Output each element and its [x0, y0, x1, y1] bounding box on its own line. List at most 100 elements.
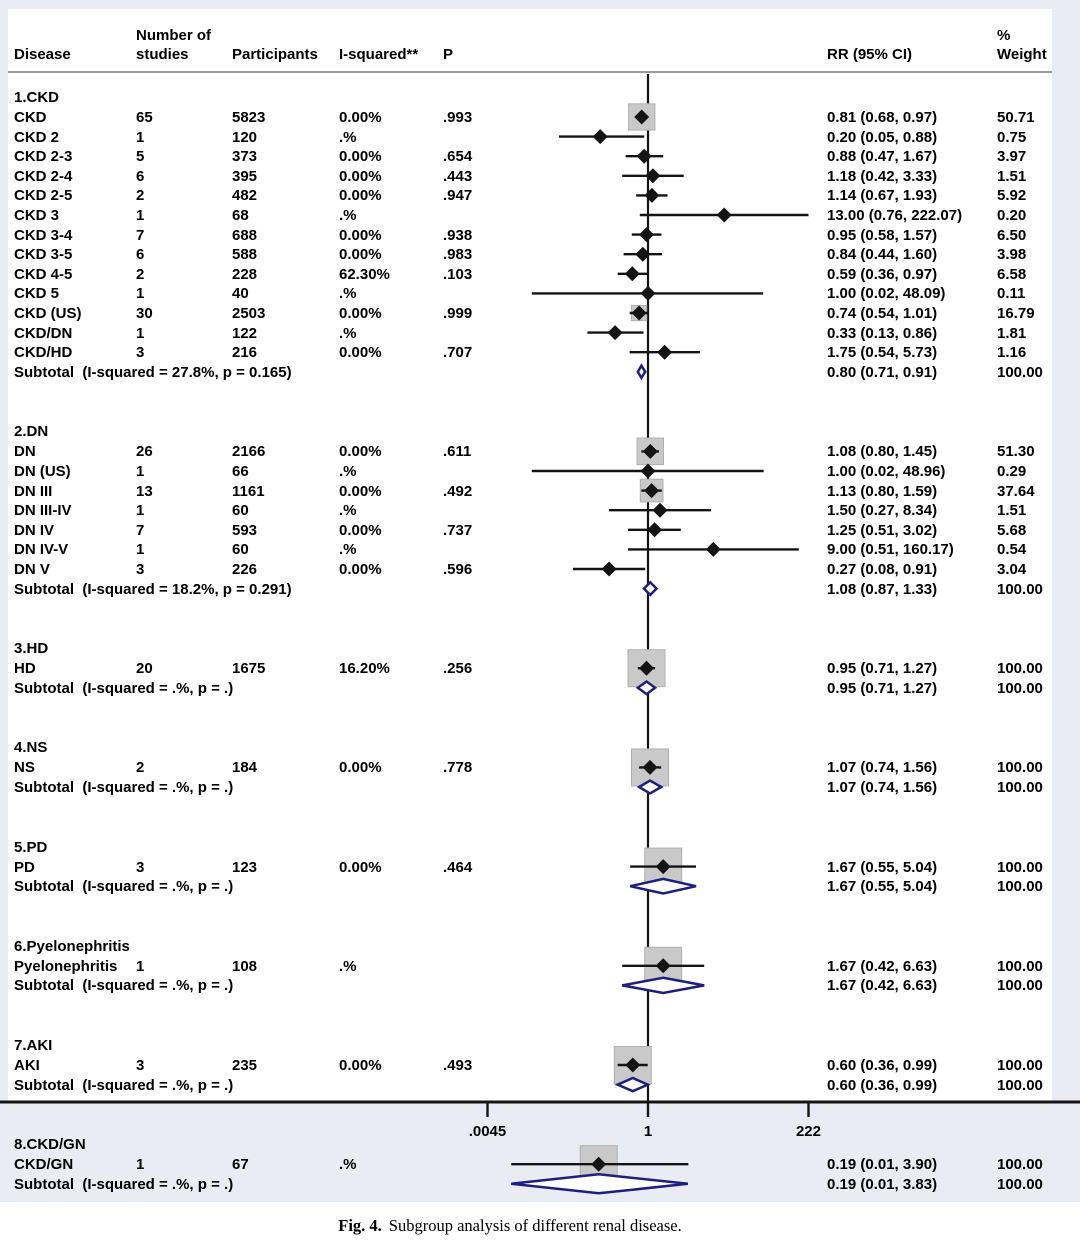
weight-cell: 100.00 — [997, 660, 1043, 678]
subtotal-weight-cell: 100.00 — [997, 1076, 1043, 1094]
subtotal-label: Subtotal (I-squared = .%, p = .) — [14, 1076, 234, 1094]
subtotal-label: Subtotal (I-squared = 18.2%, p = 0.291) — [14, 580, 292, 598]
subtotal-label: Subtotal (I-squared = .%, p = .) — [14, 878, 234, 896]
disease-cell: DN IV-V — [14, 541, 69, 559]
i-squared-cell: .% — [339, 324, 357, 342]
weight-cell: 100.00 — [997, 1156, 1043, 1174]
p-value-cell: .256 — [443, 660, 473, 678]
p-value-cell: .938 — [443, 226, 473, 244]
subtotal-label: Subtotal (I-squared = .%, p = .) — [14, 779, 234, 796]
disease-cell: CKD 3 — [14, 207, 60, 224]
subtotal-rr-ci-cell: 1.67 (0.42, 6.63) — [827, 977, 938, 995]
header-separator-line — [8, 71, 1052, 73]
p-value-cell: .983 — [443, 246, 473, 264]
studies-cell: 7 — [136, 521, 145, 539]
weight-cell: 3.04 — [997, 561, 1027, 578]
rr-ci-cell: 9.00 (0.51, 160.17) — [827, 541, 954, 559]
disease-cell: CKD (US) — [14, 305, 82, 322]
group-label: 6.Pyelonephritis — [14, 937, 130, 955]
weight-cell: 1.16 — [997, 344, 1027, 362]
subtotal-weight-cell: 100.00 — [997, 977, 1043, 995]
i-squared-cell: 0.00% — [339, 561, 382, 578]
studies-cell: 1 — [136, 957, 145, 975]
participants-cell: 588 — [232, 246, 258, 264]
participants-cell: 60 — [232, 502, 249, 520]
participants-cell: 395 — [232, 167, 258, 185]
p-value-cell: .443 — [443, 167, 473, 185]
rr-ci-cell: 0.84 (0.44, 1.60) — [827, 246, 938, 264]
participants-cell: 235 — [232, 1057, 258, 1074]
subtotal-rr-ci-cell: 0.80 (0.71, 0.91) — [827, 363, 938, 381]
studies-cell: 2 — [136, 187, 145, 205]
rr-ci-cell: 1.67 (0.42, 6.63) — [827, 957, 938, 975]
i-squared-cell: .% — [339, 207, 357, 224]
subtotal-weight-cell: 100.00 — [997, 679, 1043, 697]
disease-cell: CKD 5 — [14, 285, 60, 303]
disease-cell: DN III-IV — [14, 502, 72, 520]
rr-ci-cell: 1.14 (0.67, 1.93) — [827, 187, 938, 205]
rr-ci-cell: 0.95 (0.71, 1.27) — [827, 660, 938, 678]
p-value-cell: .737 — [443, 521, 473, 539]
col-header-participants: Participants — [232, 46, 318, 63]
disease-cell: CKD 2-5 — [14, 187, 73, 205]
disease-cell: CKD 4-5 — [14, 265, 73, 283]
p-value-cell: .707 — [443, 344, 473, 362]
subtotal-rr-ci-cell: 1.08 (0.87, 1.33) — [827, 580, 938, 598]
subtotal-weight-cell: 100.00 — [997, 779, 1043, 796]
i-squared-cell: 0.00% — [339, 1057, 382, 1074]
weight-cell: 0.54 — [997, 541, 1027, 559]
p-value-cell: .654 — [443, 148, 473, 166]
caption-text: Subgroup analysis of different renal dis… — [388, 1216, 682, 1235]
group-label: 2.DN — [14, 423, 49, 441]
participants-cell: 184 — [232, 759, 258, 777]
i-squared-cell: 0.00% — [339, 759, 382, 777]
subtotal-label: Subtotal (I-squared = .%, p = .) — [14, 1175, 234, 1193]
p-value-cell: .464 — [443, 858, 473, 876]
rr-ci-cell: 0.88 (0.47, 1.67) — [827, 148, 938, 166]
disease-cell: DN — [14, 443, 36, 461]
participants-cell: 1675 — [232, 660, 266, 678]
i-squared-cell: 0.00% — [339, 226, 382, 244]
subtotal-label: Subtotal (I-squared = .%, p = .) — [14, 679, 234, 697]
subtotal-weight-cell: 100.00 — [997, 878, 1043, 896]
weight-cell: 16.79 — [997, 305, 1035, 322]
subtotal-rr-ci-cell: 0.95 (0.71, 1.27) — [827, 679, 938, 697]
i-squared-cell: 0.00% — [339, 246, 382, 264]
rr-ci-cell: 1.50 (0.27, 8.34) — [827, 502, 938, 520]
rr-ci-cell: 1.08 (0.80, 1.45) — [827, 443, 938, 461]
participants-cell: 108 — [232, 957, 258, 975]
studies-cell: 1 — [136, 1156, 145, 1174]
participants-cell: 228 — [232, 265, 258, 283]
disease-cell: CKD 3-5 — [14, 246, 73, 264]
col-header-weight-line2: Weight — [997, 46, 1047, 63]
studies-cell: 13 — [136, 482, 153, 500]
participants-cell: 1161 — [232, 482, 265, 500]
participants-cell: 67 — [232, 1156, 249, 1174]
weight-cell: 5.92 — [997, 187, 1027, 205]
studies-cell: 6 — [136, 167, 145, 185]
weight-cell: 6.50 — [997, 226, 1027, 244]
p-value-cell: .611 — [443, 443, 472, 461]
col-header-studies-line1: Number of — [136, 27, 211, 44]
studies-cell: 20 — [136, 660, 153, 678]
plot-background — [8, 9, 1052, 1102]
studies-cell: 1 — [136, 285, 145, 303]
rr-ci-cell: 0.27 (0.08, 0.91) — [827, 561, 938, 578]
i-squared-cell: 0.00% — [339, 148, 382, 166]
subtotal-rr-ci-cell: 1.67 (0.55, 5.04) — [827, 878, 938, 896]
participants-cell: 482 — [232, 187, 258, 205]
i-squared-cell: .% — [339, 463, 357, 480]
participants-cell: 593 — [232, 521, 258, 539]
group-label: 3.HD — [14, 640, 49, 658]
weight-cell: 3.98 — [997, 246, 1027, 264]
studies-cell: 30 — [136, 305, 153, 322]
subtotal-weight-cell: 100.00 — [997, 1175, 1043, 1193]
subtotal-rr-ci-cell: 1.07 (0.74, 1.56) — [827, 779, 938, 796]
disease-cell: PD — [14, 858, 35, 876]
col-header-studies-line2: studies — [136, 46, 189, 63]
rr-ci-cell: 0.19 (0.01, 3.90) — [827, 1156, 938, 1174]
i-squared-cell: .% — [339, 502, 357, 520]
weight-cell: 100.00 — [997, 957, 1043, 975]
disease-cell: NS — [14, 759, 35, 777]
